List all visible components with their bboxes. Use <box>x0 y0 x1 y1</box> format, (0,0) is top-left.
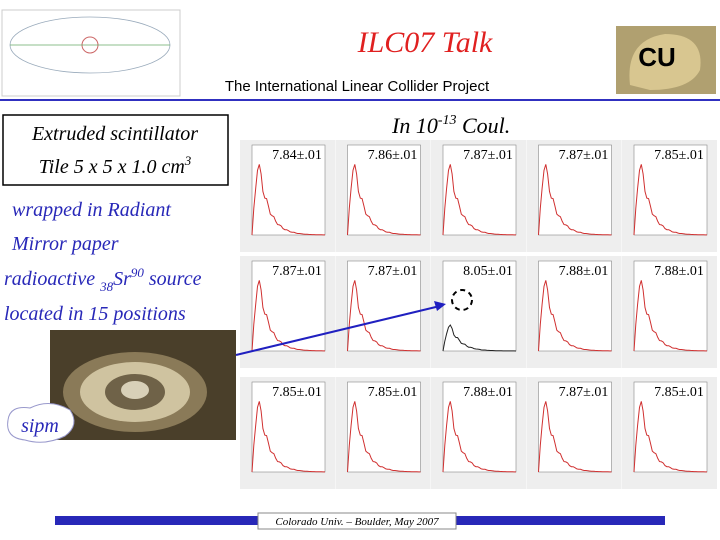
cell-label: 7.87±.01 <box>272 264 322 279</box>
title: ILC07 Talk <box>357 26 493 59</box>
cell-label: 7.85±.01 <box>368 385 418 400</box>
plot-frame <box>251 144 326 236</box>
logo: CU <box>616 26 716 94</box>
body-line: wrapped in Radiant <box>12 199 171 221</box>
histogram: 7.84±.01 <box>240 140 335 252</box>
histogram-grid: 7.84±.01 7.86±.01 7.87±.01 7.87±.01 7.85±.01… <box>240 140 717 489</box>
cell-label: 7.86±.01 <box>368 148 418 163</box>
photo <box>50 330 236 440</box>
histogram-curve <box>442 401 516 473</box>
box-sup: 3 <box>184 153 192 168</box>
thumbnail <box>1 9 181 97</box>
box-line: Extruded scintillator <box>31 123 198 145</box>
histogram: 7.88±.01 <box>622 256 717 368</box>
cell-label: 7.85±.01 <box>272 385 322 400</box>
arrow-head <box>434 301 446 311</box>
histogram-curve <box>347 164 421 236</box>
cell-label: 7.87±.01 <box>463 148 513 163</box>
units-text: In 10 <box>391 113 438 138</box>
cell-label: 7.88±.01 <box>463 385 513 400</box>
subtitle: The International Linear Collider Projec… <box>225 78 490 95</box>
histogram: 7.85±.01 <box>622 377 717 489</box>
cell-label: 7.88±.01 <box>654 264 704 279</box>
body-text: source <box>144 268 202 290</box>
histogram: 7.87±.01 <box>526 377 622 489</box>
histogram-curve <box>442 324 517 352</box>
plot-frame <box>538 144 612 236</box>
plot-frame <box>442 144 517 236</box>
cell-label: 7.85±.01 <box>654 385 704 400</box>
footer: Colorado Univ. – Boulder, May 2007 <box>275 516 439 528</box>
body-line: Mirror paper <box>11 233 119 255</box>
cell-label: 7.87±.01 <box>559 385 609 400</box>
cell-label: 7.87±.01 <box>368 264 418 279</box>
cell-label: 7.88±.01 <box>559 264 609 279</box>
histogram: 7.85±.01 <box>240 377 335 489</box>
info-box <box>2 114 229 186</box>
histogram: 7.87±.01 <box>431 140 526 252</box>
plot-frame <box>442 381 517 473</box>
body-sub: 38 <box>99 279 114 294</box>
units: In 10-13 Coul. <box>391 113 510 138</box>
plot-frame <box>347 381 421 473</box>
histogram-curve <box>633 401 707 473</box>
histogram: 7.85±.01 <box>335 377 431 489</box>
histogram-curve <box>633 164 707 236</box>
body-line: radioactive 38Sr90 source <box>4 265 202 294</box>
histogram: 7.87±.01 <box>526 140 622 252</box>
photo-label: sipm <box>21 415 59 437</box>
histogram: 7.85±.01 <box>622 140 717 252</box>
body-sup: 90 <box>131 265 145 280</box>
histogram-curve <box>251 401 325 473</box>
highlight-circle <box>451 289 473 311</box>
footer-box <box>257 512 457 530</box>
svg-text:CU: CU <box>638 42 676 72</box>
histogram-curve <box>538 164 612 236</box>
plot-frame <box>538 260 612 352</box>
cell-label: 7.87±.01 <box>559 148 609 163</box>
cell-label: 8.05±.01 <box>463 264 513 279</box>
units-sup: -13 <box>438 113 457 128</box>
histogram-curve <box>538 401 612 473</box>
units-rest: Coul. <box>457 113 511 138</box>
histogram: 8.05±.01 <box>431 256 526 368</box>
plot-frame <box>633 144 708 236</box>
body-text: Sr <box>113 268 131 290</box>
box-line: Tile 5 x 5 x 1.0 cm3 <box>39 153 192 178</box>
cell-label: 7.85±.01 <box>654 148 704 163</box>
plot-frame <box>633 381 708 473</box>
plot-frame <box>347 260 421 352</box>
histogram-curve <box>347 401 421 473</box>
box-text: Tile 5 x 5 x 1.0 cm <box>39 156 185 178</box>
cell-label: 7.84±.01 <box>272 148 322 163</box>
plot-frame <box>251 381 326 473</box>
plot-frame <box>347 144 421 236</box>
label-cloud <box>7 403 75 443</box>
histogram: 7.88±.01 <box>431 377 526 489</box>
histogram-curve <box>538 280 612 352</box>
arrow <box>235 305 441 356</box>
histogram: 7.86±.01 <box>335 140 431 252</box>
plot-frame <box>538 381 612 473</box>
histogram-curve <box>251 164 325 236</box>
histogram-curve <box>251 280 325 352</box>
body-line: located in 15 positions <box>4 303 186 325</box>
histogram-curve <box>442 164 516 236</box>
plot-frame <box>633 260 708 352</box>
histogram-curve <box>347 280 421 352</box>
body-text: radioactive <box>4 268 100 290</box>
histogram-curve <box>633 280 707 352</box>
histogram: 7.88±.01 <box>526 256 622 368</box>
